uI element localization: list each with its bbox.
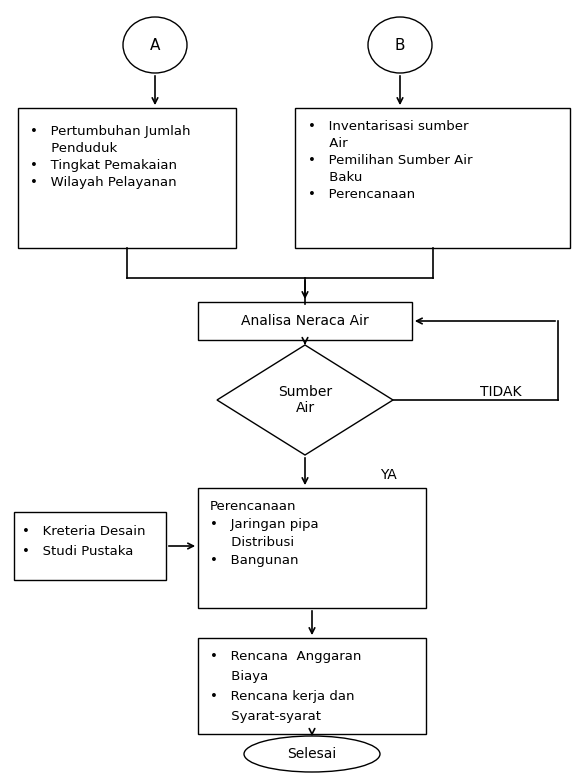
Ellipse shape bbox=[244, 736, 380, 772]
Text: •   Tingkat Pemakaian: • Tingkat Pemakaian bbox=[30, 159, 177, 172]
Text: •   Perencanaan: • Perencanaan bbox=[308, 188, 415, 201]
Text: Penduduk: Penduduk bbox=[30, 142, 117, 155]
Text: YA: YA bbox=[380, 468, 397, 482]
FancyBboxPatch shape bbox=[295, 108, 570, 248]
Text: •   Rencana kerja dan: • Rencana kerja dan bbox=[210, 690, 355, 703]
FancyBboxPatch shape bbox=[198, 638, 426, 734]
Polygon shape bbox=[217, 345, 393, 455]
Text: Sumber
Air: Sumber Air bbox=[278, 385, 332, 415]
Text: A: A bbox=[150, 37, 160, 53]
FancyBboxPatch shape bbox=[198, 302, 412, 340]
Text: Analisa Neraca Air: Analisa Neraca Air bbox=[241, 314, 369, 328]
Text: Biaya: Biaya bbox=[210, 670, 268, 683]
Text: •   Inventarisasi sumber: • Inventarisasi sumber bbox=[308, 120, 469, 133]
Text: •   Rencana  Anggaran: • Rencana Anggaran bbox=[210, 650, 362, 663]
Text: •   Jaringan pipa: • Jaringan pipa bbox=[210, 518, 319, 531]
Text: Perencanaan: Perencanaan bbox=[210, 500, 296, 513]
Text: •   Pemilihan Sumber Air: • Pemilihan Sumber Air bbox=[308, 154, 473, 167]
Text: Distribusi: Distribusi bbox=[210, 536, 294, 549]
Text: B: B bbox=[395, 37, 405, 53]
Ellipse shape bbox=[368, 17, 432, 73]
Text: Selesai: Selesai bbox=[288, 747, 336, 761]
Ellipse shape bbox=[123, 17, 187, 73]
FancyBboxPatch shape bbox=[14, 512, 166, 580]
FancyBboxPatch shape bbox=[198, 488, 426, 608]
Text: •   Wilayah Pelayanan: • Wilayah Pelayanan bbox=[30, 176, 176, 189]
Text: TIDAK: TIDAK bbox=[480, 385, 522, 399]
Text: •   Studi Pustaka: • Studi Pustaka bbox=[22, 545, 133, 558]
Text: •   Bangunan: • Bangunan bbox=[210, 554, 299, 567]
Text: Air: Air bbox=[308, 137, 348, 150]
Text: •   Kreteria Desain: • Kreteria Desain bbox=[22, 525, 145, 538]
Text: •   Pertumbuhan Jumlah: • Pertumbuhan Jumlah bbox=[30, 125, 191, 138]
FancyBboxPatch shape bbox=[18, 108, 236, 248]
Text: Syarat-syarat: Syarat-syarat bbox=[210, 710, 321, 723]
Text: Baku: Baku bbox=[308, 171, 362, 184]
